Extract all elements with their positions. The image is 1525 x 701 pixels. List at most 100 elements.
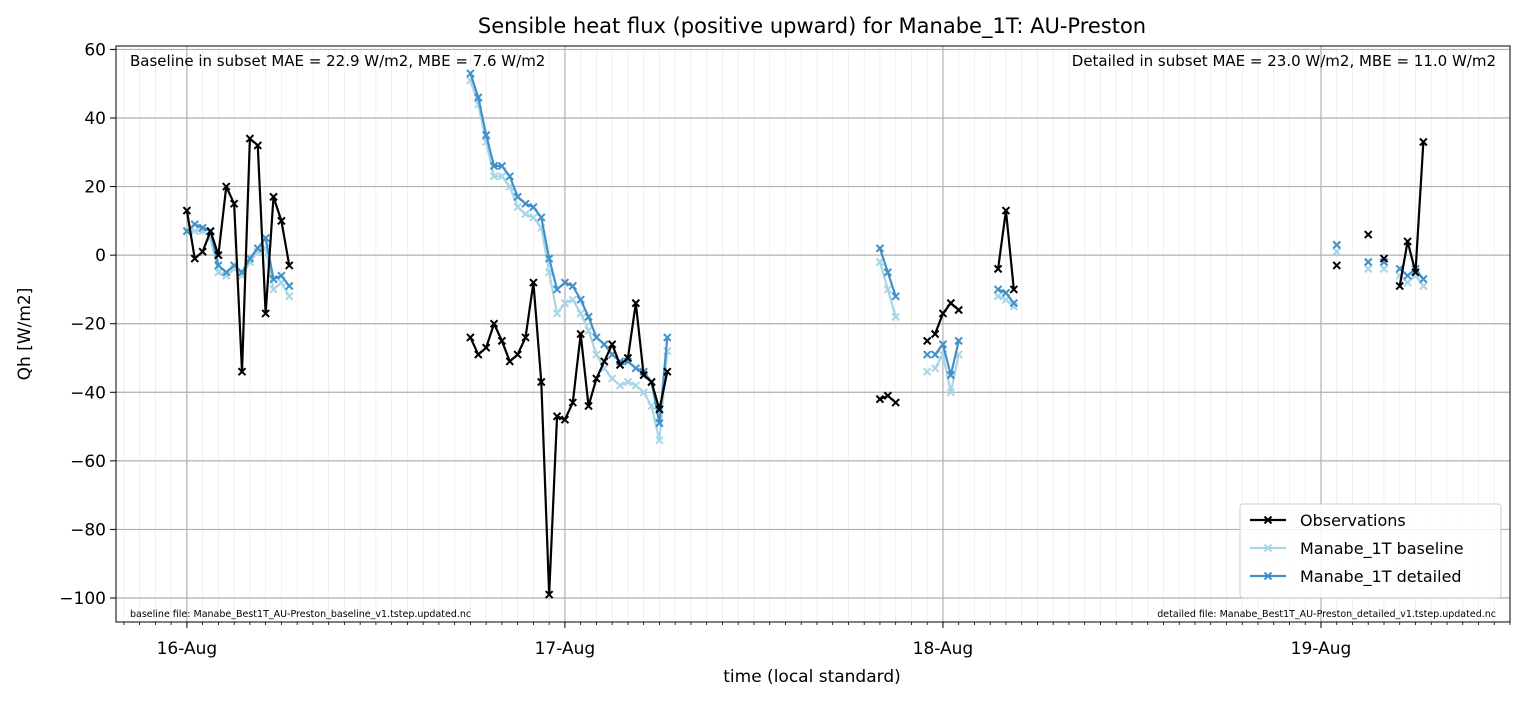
data-point [946,388,956,397]
data-point [883,285,893,294]
axis-ticks: 16-Aug 17-Aug 18-Aug 19-Aug −100 −80 −60 −40 −20… [59,40,1511,659]
series-line [1399,274,1425,287]
data-point [993,285,1003,294]
data-point [1379,264,1389,274]
data-point [568,295,577,304]
data-point [576,295,585,304]
data-point [474,93,483,102]
data-point [481,130,491,140]
data-point [1395,281,1404,291]
data-point [269,274,278,284]
legend-label: Manabe_1T detailed [1300,567,1462,587]
data-point [663,333,672,342]
data-point [497,172,507,181]
x-tick-label: 16-Aug [157,639,218,659]
data-point [277,216,286,226]
data-point [1001,288,1011,298]
data-point [954,336,963,346]
data-point [623,377,633,387]
data-point [245,134,255,143]
data-point [245,254,255,263]
data-point [1419,274,1428,284]
data-point [615,381,625,390]
data-point [891,398,900,407]
data-point [946,370,956,380]
data-point [497,161,507,171]
y-tick-label: 40 [84,109,106,129]
data-point [277,271,286,280]
data-point [1419,281,1428,291]
data-point [954,305,963,315]
series-line [934,302,960,335]
data-point [190,226,199,236]
y-tick-label: −40 [70,383,106,403]
data-point [1009,298,1019,308]
data-point [529,202,538,212]
data-point [513,350,522,359]
data-point [1364,257,1373,267]
plot-frame [115,45,1511,623]
data-point [505,357,514,366]
data-point [537,377,546,387]
legend-box [1239,503,1502,599]
data-point [891,292,900,301]
data-point [1332,247,1341,256]
legend-marker [1263,515,1273,525]
data-point [600,340,609,349]
data-point [639,370,648,380]
series-line [469,281,669,596]
data-point [560,298,570,308]
data-point [584,326,593,335]
data-point [647,401,656,411]
data-point [552,309,562,318]
data-point [993,264,1003,274]
data-point [521,209,530,219]
data-point [229,199,239,208]
data-point [584,312,593,322]
data-point [489,161,499,171]
data-point [206,226,215,236]
data-point [1403,278,1412,287]
data-point [655,405,664,414]
data-point [214,261,223,270]
data-point [489,172,499,181]
data-point [946,298,956,308]
y-tick-label: 60 [84,40,106,60]
data-point [930,329,940,339]
y-tick-label: 0 [95,246,106,266]
series-line [1398,141,1425,287]
data-point [474,350,483,359]
data-point [190,254,199,263]
data-point [568,281,577,291]
data-point [521,333,530,342]
data-point [214,250,223,260]
data-point [1009,285,1019,294]
data-point [481,343,491,352]
data-point [993,292,1003,301]
y-tick-label: 20 [84,178,106,198]
x-tick-label: 17-Aug [535,639,596,659]
data-point [576,309,585,318]
data-point [489,319,499,328]
data-point [615,360,625,370]
data-point [222,268,231,277]
legend-label: Observations [1300,511,1406,530]
data-point [663,367,672,376]
data-point [560,415,570,424]
baseline-stats-annotation: Baseline in subset MAE = 22.9 W/m2, MBE … [130,52,545,70]
y-axis-label: Qh [W/m2] [15,288,35,381]
data-point [285,281,294,291]
data-point [1379,254,1389,263]
data-point [607,340,617,349]
data-point [544,590,554,599]
data-point [285,261,294,270]
data-point [214,268,223,277]
detailed-file-annotation: detailed file: Manabe_Best1T_AU-Preston_… [1157,609,1496,620]
data-point [1332,261,1341,270]
data-point [198,247,207,256]
data-point [922,367,932,376]
series-0 [182,134,1428,599]
data-point [592,374,601,383]
data-point [584,401,593,411]
y-tick-label: −60 [70,452,106,472]
